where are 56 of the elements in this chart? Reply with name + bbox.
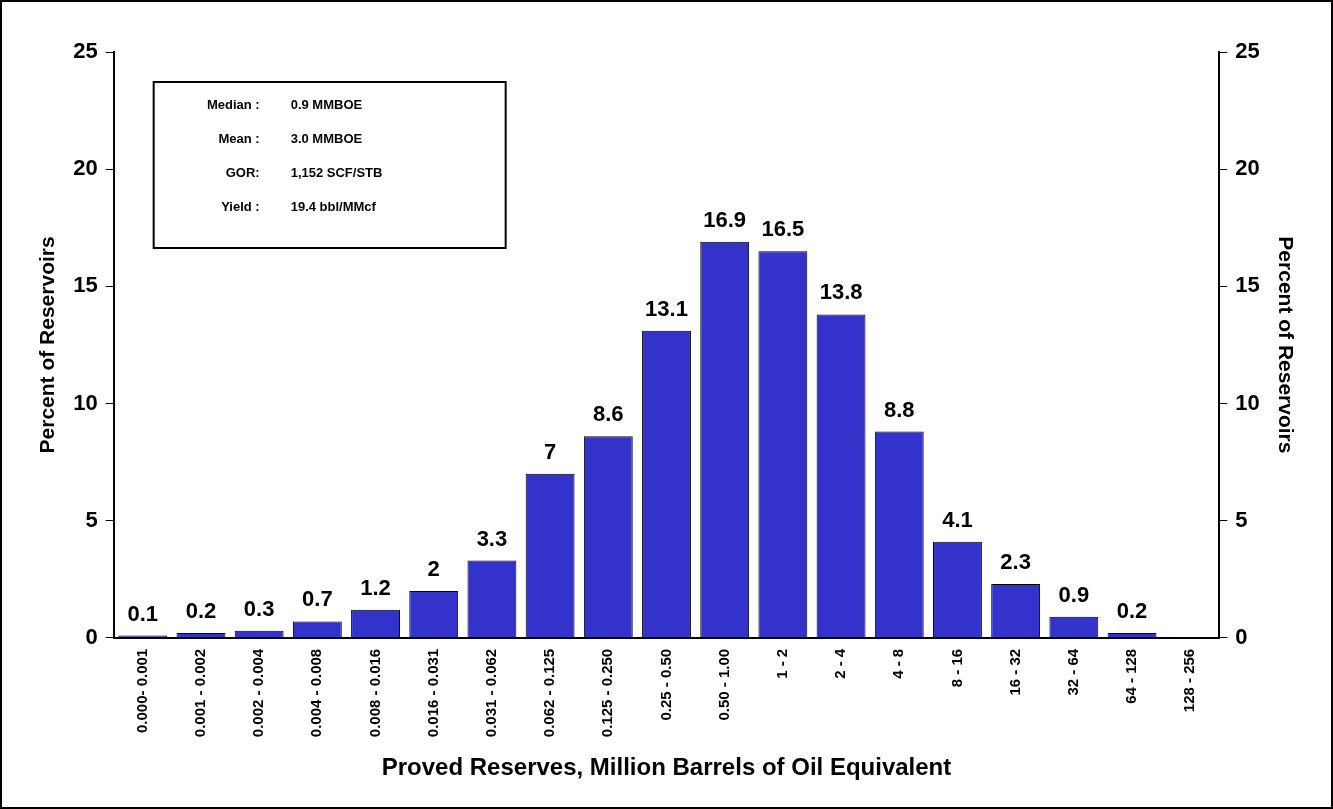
y2-tick-label: 0: [1235, 623, 1248, 649]
data-label: 2.3: [1000, 548, 1031, 574]
y2-tick-label: 15: [1235, 272, 1260, 298]
data-label: 8.8: [883, 396, 915, 422]
x-tick-label: 32 - 64: [1063, 648, 1081, 696]
text: Yield : 19.4 bbl/MMcf: [221, 198, 376, 214]
data-label: 0.2: [1116, 598, 1148, 624]
x-tick-label: 2 - 4: [831, 648, 849, 679]
y2-tick-label: 20: [1235, 155, 1260, 181]
data-label: 16.9: [703, 206, 747, 232]
y2-tick-label: 10: [1235, 389, 1260, 415]
data-label: 0.2: [185, 598, 217, 624]
x-tick-label: 0.000- 0.001: [132, 648, 150, 734]
x-tick-label: 0.50 - 1.00: [714, 648, 732, 721]
x-tick-label: 16 - 32: [1005, 648, 1023, 696]
data-label: 1.2: [360, 574, 391, 600]
text: Median : 0.9 MMBOE: [206, 96, 363, 112]
data-label: 0.1: [127, 600, 159, 626]
y-tick-label: 10: [73, 389, 98, 415]
y-axis-title: Percent of Reservoirs: [35, 236, 59, 454]
y-tick-label: 0: [85, 623, 98, 649]
x-tick-label: 1 - 2: [773, 648, 791, 679]
x-tick-label: 8 - 16: [947, 648, 965, 688]
data-label: 0.3: [243, 595, 275, 621]
data-label: 8.6: [593, 401, 624, 427]
x-tick-label: 0.004 - 0.008: [307, 648, 325, 738]
x-tick-label: 0.031 - 0.062: [482, 648, 500, 738]
data-label: 3.3: [476, 525, 508, 551]
x-tick-label: 64 - 128: [1122, 648, 1140, 704]
data-label: 2: [427, 556, 440, 581]
x-tick-label: 0.125 - 0.250: [598, 648, 616, 738]
x-tick-label: 128 - 256: [1180, 648, 1198, 713]
x-tick-label: 0.001 - 0.002: [191, 648, 209, 738]
y2-tick-label: 25: [1235, 38, 1260, 64]
y2-axis-title: Percent of Reservoirs: [1274, 236, 1298, 454]
data-label: 4.1: [942, 506, 973, 532]
y-tick-label: 15: [73, 272, 98, 298]
y-tick-label: 5: [85, 506, 98, 532]
y-tick-label: 25: [73, 38, 98, 64]
x-tick-label: 0.016 - 0.031: [423, 648, 441, 738]
x-tick-label: 4 - 8: [889, 648, 907, 679]
data-label: 7: [543, 438, 557, 464]
data-label: 16.5: [761, 216, 805, 242]
x-tick-label: 0.062 - 0.125: [540, 648, 558, 738]
data-label: 0.9: [1058, 581, 1090, 607]
x-tick-label: 0.008 - 0.016: [365, 648, 383, 738]
data-label: 13.1: [645, 295, 688, 321]
data-label: 13.8: [819, 279, 863, 305]
y2-tick-label: 5: [1235, 506, 1248, 532]
y-tick-label: 20: [73, 155, 98, 181]
data-label: 0.7: [302, 586, 333, 612]
x-tick-label: 0.25 - 0.50: [656, 648, 674, 721]
x-tick-label: 0.002 - 0.004: [249, 648, 267, 738]
text: Mean : 3.0 MMBOE: [218, 130, 363, 146]
text: GOR: 1,152 SCF/STB: [225, 164, 383, 180]
x-axis-title: Proved Reserves, Million Barrels of Oil Equivalent: [381, 753, 952, 781]
